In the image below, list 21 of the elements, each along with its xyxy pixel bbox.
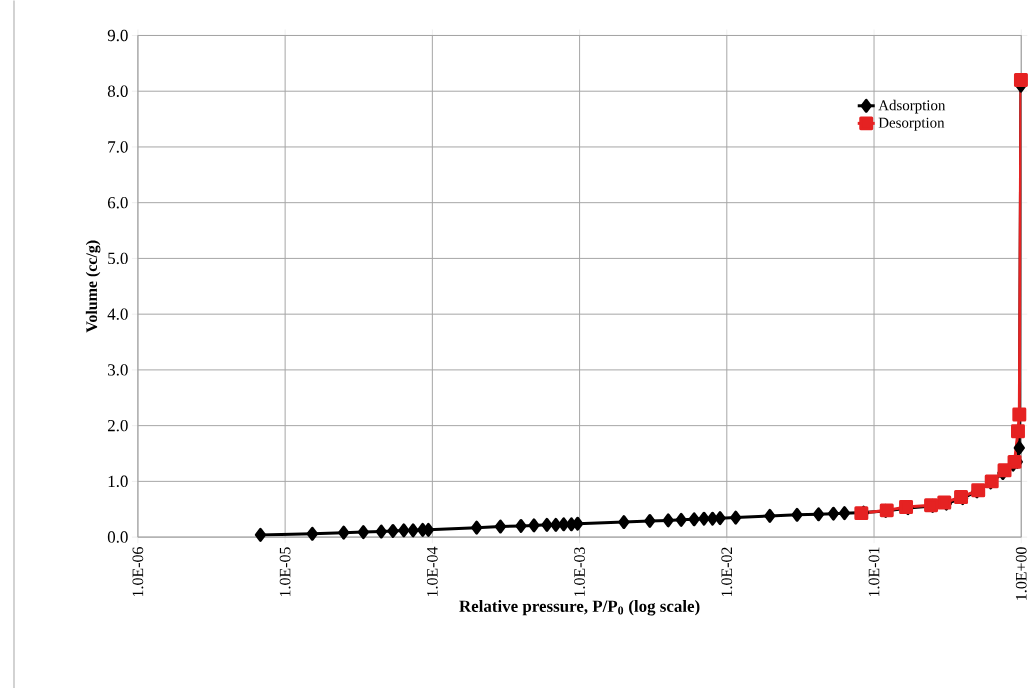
y-tick-label: 1.0 [108, 475, 128, 488]
y-tick-label: 2.0 [107, 420, 128, 432]
x-tick-label: 1.0E-03 [574, 547, 585, 597]
legend-label: Adsorption [878, 100, 946, 114]
x-tick-label: 1.0E-01 [868, 547, 880, 597]
y-tick-label: 7.0 [108, 141, 128, 153]
y-tick-label: 6.0 [107, 197, 128, 209]
y-tick-label: 9.0 [107, 29, 128, 42]
y-tick-label: 0.0 [107, 531, 128, 544]
x-tick-label: 1.0E-02 [721, 547, 733, 597]
y-tick-label: 5.0 [108, 252, 128, 265]
x-tick-label: 1.0E-05 [279, 547, 291, 597]
x-axis-title: Relative pressure, P/P$_{0}$ (log scale) [459, 600, 700, 616]
y-tick-label: 3.0 [108, 364, 128, 376]
x-tick-label: 1.0E+00 [1015, 547, 1027, 601]
x-tick-label: 1.0E-06 [132, 547, 144, 597]
y-axis-title: Volume (cc/g) [85, 240, 101, 333]
y-tick-label: 4.0 [107, 308, 128, 321]
y-tick-label: 8.0 [107, 85, 128, 98]
x-tick-label: 1.0E-04 [426, 547, 438, 597]
legend-label: Desorption [878, 117, 945, 131]
